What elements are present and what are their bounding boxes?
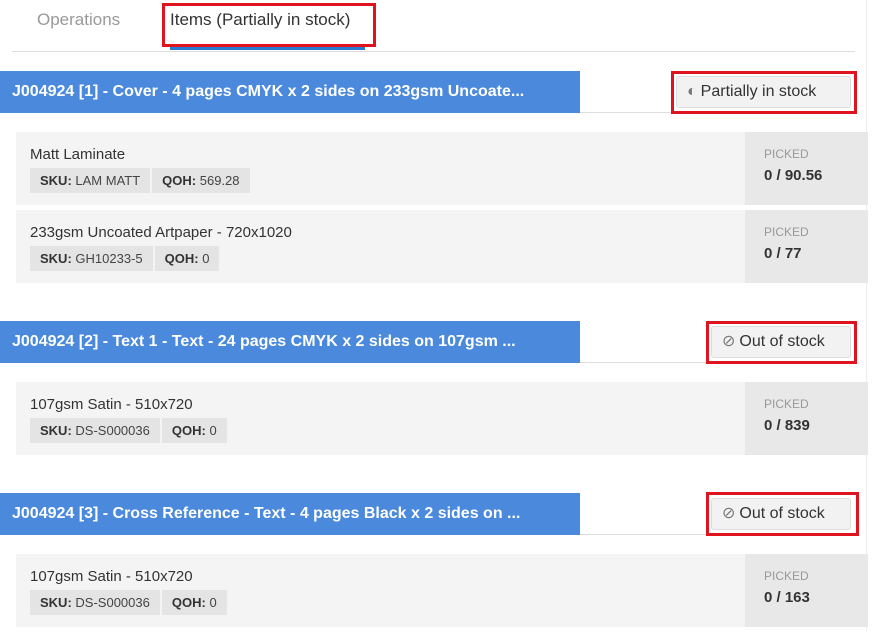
job-header[interactable]: J004924 [1] - Cover - 4 pages CMYK x 2 s… [0,71,580,113]
status-badge[interactable]: ◐ Partially in stock [676,76,851,108]
list-item: 107gsm Satin - 510x720 SKU: DS-S000036 QO… [16,382,868,455]
ban-icon: ⊘ [722,505,736,522]
ban-icon: ⊘ [722,333,736,350]
sku-chip: SKU: DS-S000036 [30,590,160,615]
divider [580,112,855,113]
picked-value: 0 / 90.56 [764,167,823,184]
picked-panel: PICKED 0 / 90.56 [745,132,868,205]
item-name: 233gsm Uncoated Artpaper - 720x1020 [30,224,292,241]
tab-items[interactable]: Items (Partially in stock) [170,10,351,29]
picked-value: 0 / 163 [764,589,810,606]
sku-chip: SKU: GH10233-5 [30,246,153,271]
job-header[interactable]: J004924 [3] - Cross Reference - Text - 4… [0,493,580,535]
status-text: Partially in stock [700,83,817,100]
item-name: 107gsm Satin - 510x720 [30,396,193,413]
job-section: J004924 [2] - Text 1 - Text - 24 pages C… [0,321,872,461]
status-text: Out of stock [739,505,825,522]
list-item: 107gsm Satin - 510x720 SKU: DS-S000036 QO… [16,554,868,627]
picked-panel: PICKED 0 / 163 [745,554,868,627]
status-badge[interactable]: ⊘ Out of stock [711,498,851,530]
status-text: Out of stock [739,333,825,350]
picked-value: 0 / 77 [764,245,802,262]
item-name: 107gsm Satin - 510x720 [30,568,193,585]
qoh-chip: QOH: 0 [154,246,220,271]
tab-bar: Operations Items (Partially in stock) [12,0,855,52]
job-section: J004924 [1] - Cover - 4 pages CMYK x 2 s… [0,71,872,291]
half-circle-icon: ◐ [687,83,697,100]
list-item: 233gsm Uncoated Artpaper - 720x1020 SKU:… [16,210,868,283]
qoh-chip: QOH: 569.28 [152,168,250,193]
scroll-edge [866,0,867,631]
picked-panel: PICKED 0 / 839 [745,382,868,455]
active-tab-indicator [170,47,365,50]
status-badge[interactable]: ⊘ Out of stock [711,326,851,358]
tab-operations[interactable]: Operations [37,10,121,29]
divider [580,362,855,363]
list-item: Matt Laminate SKU: LAM MATT QOH: 569.28 P… [16,132,868,205]
picked-panel: PICKED 0 / 77 [745,210,868,283]
picked-value: 0 / 839 [764,417,810,434]
job-header[interactable]: J004924 [2] - Text 1 - Text - 24 pages C… [0,321,580,363]
qoh-chip: QOH: 0 [161,590,227,615]
qoh-chip: QOH: 0 [161,418,227,443]
sku-chip: SKU: LAM MATT [30,168,151,193]
item-name: Matt Laminate [30,146,126,163]
sku-chip: SKU: DS-S000036 [30,418,160,443]
job-section: J004924 [3] - Cross Reference - Text - 4… [0,492,872,631]
divider [580,534,855,535]
